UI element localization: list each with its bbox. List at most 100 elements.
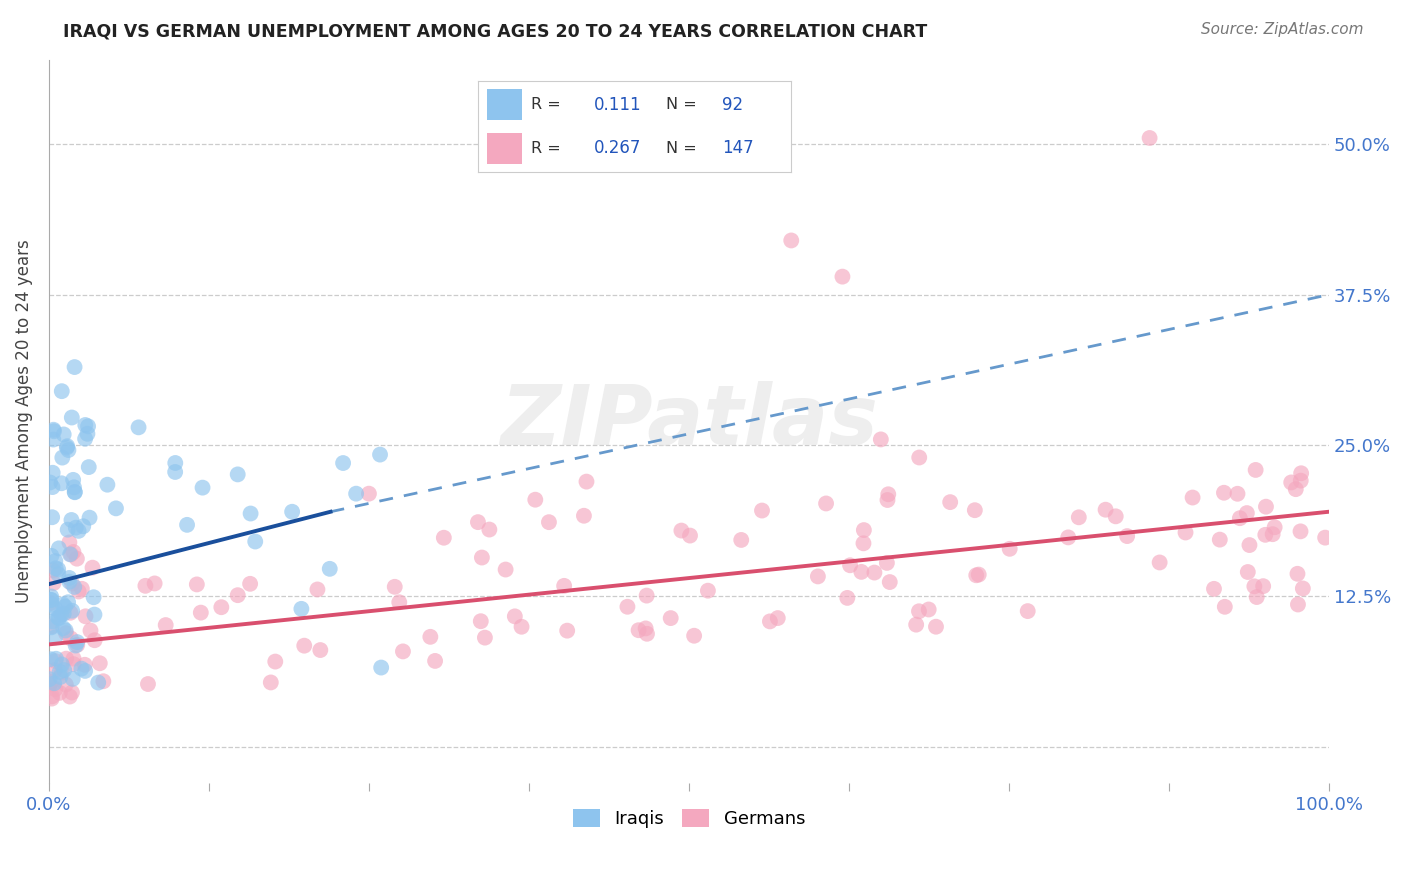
Point bbox=[83, 607, 105, 622]
Text: IRAQI VS GERMAN UNEMPLOYMENT AMONG AGES 20 TO 24 YEARS CORRELATION CHART: IRAQI VS GERMAN UNEMPLOYMENT AMONG AGES … bbox=[63, 22, 928, 40]
Point bbox=[1292, 582, 1315, 596]
Point bbox=[186, 577, 208, 591]
Point bbox=[39, 596, 62, 610]
Point bbox=[48, 665, 70, 679]
Point bbox=[44, 663, 66, 677]
Point bbox=[75, 664, 97, 678]
Point bbox=[66, 635, 89, 649]
Point bbox=[1149, 556, 1171, 570]
Point bbox=[41, 620, 63, 634]
Point bbox=[1244, 463, 1267, 477]
Point bbox=[837, 591, 859, 605]
Point bbox=[46, 610, 69, 624]
Point bbox=[46, 562, 69, 576]
Point bbox=[876, 493, 898, 508]
Point bbox=[41, 593, 63, 607]
Point bbox=[44, 676, 66, 690]
Point bbox=[58, 571, 80, 585]
Point bbox=[1094, 502, 1116, 516]
Point bbox=[70, 582, 93, 596]
Point bbox=[869, 433, 891, 447]
Point bbox=[965, 568, 987, 582]
Point bbox=[72, 519, 94, 533]
Point bbox=[636, 627, 658, 641]
Point bbox=[41, 466, 63, 480]
Point bbox=[52, 427, 75, 442]
Point bbox=[51, 607, 73, 622]
Point bbox=[226, 588, 249, 602]
Point bbox=[49, 670, 72, 684]
Point bbox=[60, 547, 83, 561]
Point bbox=[1254, 500, 1277, 514]
Point bbox=[1285, 482, 1308, 496]
Point bbox=[45, 652, 67, 666]
Point bbox=[1289, 474, 1312, 488]
Text: Source: ZipAtlas.com: Source: ZipAtlas.com bbox=[1201, 22, 1364, 37]
Point bbox=[38, 677, 60, 691]
Point bbox=[839, 558, 862, 573]
Point bbox=[474, 631, 496, 645]
Point bbox=[281, 505, 304, 519]
Point bbox=[41, 549, 63, 563]
Point bbox=[58, 574, 80, 589]
Point bbox=[76, 426, 98, 441]
Text: ZIPatlas: ZIPatlas bbox=[501, 381, 877, 462]
Point bbox=[1226, 487, 1249, 501]
Point bbox=[79, 510, 101, 524]
Point bbox=[1067, 510, 1090, 524]
Point bbox=[1202, 582, 1225, 596]
Point bbox=[52, 607, 75, 621]
Point bbox=[59, 547, 82, 561]
Point bbox=[96, 477, 118, 491]
Point bbox=[39, 475, 62, 490]
Point bbox=[1289, 467, 1312, 481]
Point bbox=[41, 691, 63, 706]
Point bbox=[52, 621, 75, 635]
Point bbox=[292, 639, 315, 653]
Point bbox=[63, 480, 86, 494]
Point bbox=[63, 360, 86, 375]
Point bbox=[51, 657, 73, 672]
Point bbox=[176, 517, 198, 532]
Point bbox=[553, 579, 575, 593]
Point bbox=[759, 615, 782, 629]
Point bbox=[56, 439, 79, 453]
Point bbox=[42, 615, 65, 629]
Point bbox=[918, 602, 941, 616]
Point bbox=[62, 545, 84, 559]
Point bbox=[852, 523, 875, 537]
Point bbox=[260, 675, 283, 690]
Point bbox=[766, 611, 789, 625]
Point bbox=[1017, 604, 1039, 618]
Point bbox=[1213, 599, 1236, 614]
Point bbox=[60, 604, 83, 618]
Point bbox=[555, 624, 578, 638]
Point bbox=[831, 269, 853, 284]
Point bbox=[470, 614, 492, 628]
Point bbox=[55, 651, 77, 665]
Point bbox=[63, 580, 86, 594]
Point bbox=[503, 609, 526, 624]
Point bbox=[75, 417, 97, 432]
Point bbox=[89, 657, 111, 671]
Point bbox=[478, 523, 501, 537]
Point bbox=[65, 521, 87, 535]
Point bbox=[165, 465, 187, 479]
Point bbox=[53, 599, 76, 614]
Point bbox=[44, 631, 66, 645]
Point bbox=[419, 630, 441, 644]
Point bbox=[42, 563, 65, 577]
Point bbox=[87, 675, 110, 690]
Point bbox=[939, 495, 962, 509]
Point bbox=[963, 503, 986, 517]
Point bbox=[877, 487, 900, 501]
Point bbox=[55, 624, 77, 638]
Y-axis label: Unemployment Among Ages 20 to 24 years: Unemployment Among Ages 20 to 24 years bbox=[15, 239, 32, 603]
Point bbox=[290, 602, 312, 616]
Point bbox=[908, 450, 931, 465]
Point bbox=[239, 507, 262, 521]
Point bbox=[143, 576, 166, 591]
Point bbox=[370, 660, 392, 674]
Point bbox=[60, 410, 83, 425]
Point bbox=[879, 575, 901, 590]
